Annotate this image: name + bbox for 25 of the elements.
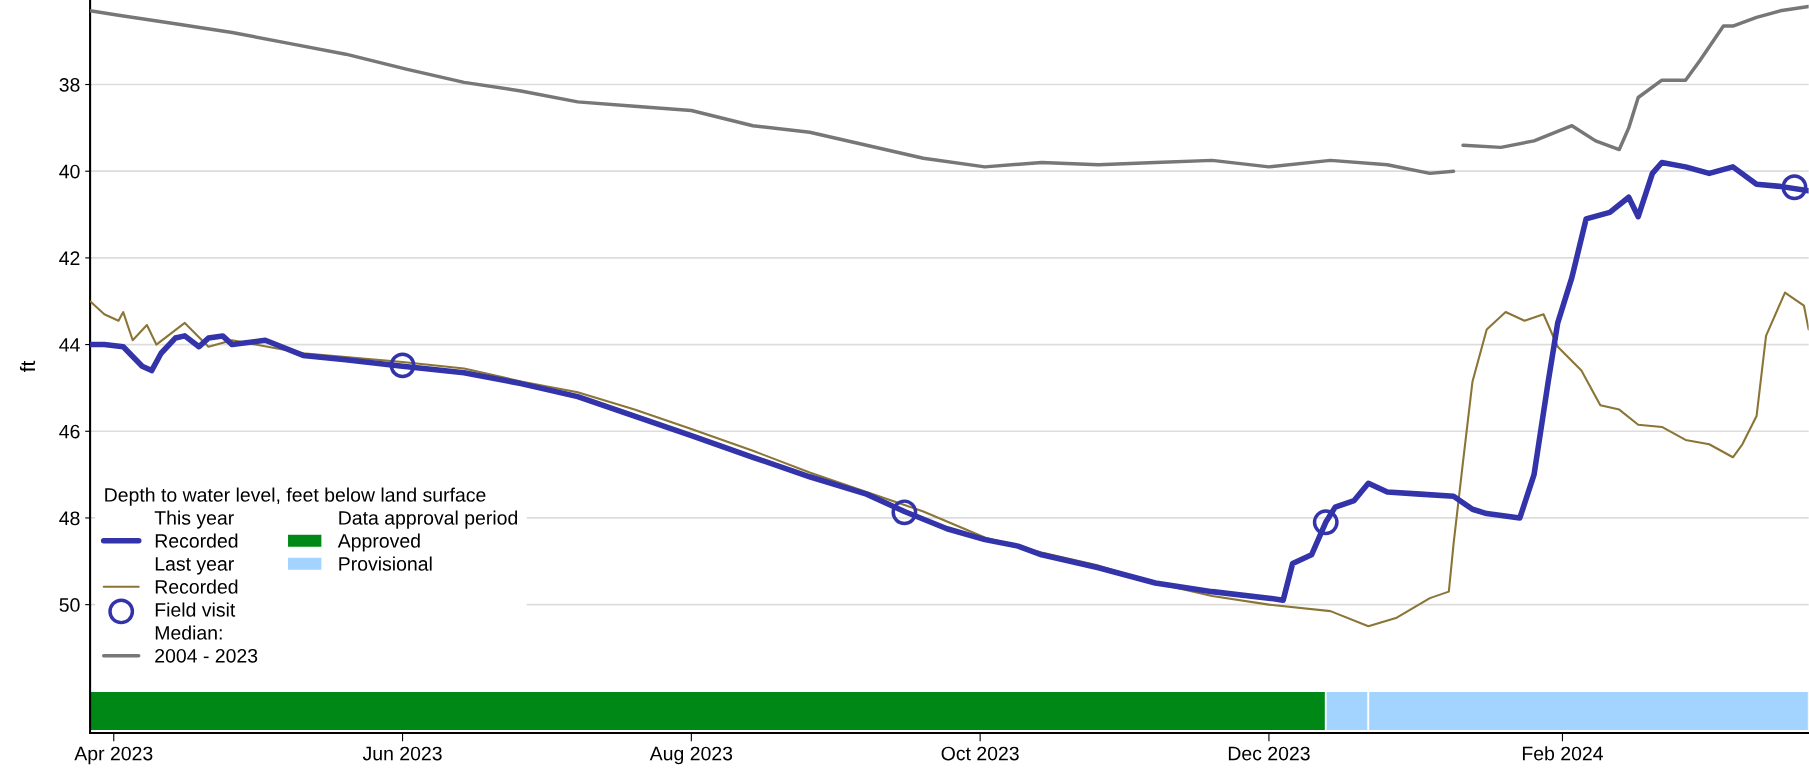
y-tick-label: 50 (59, 598, 80, 612)
x-tick-label: Aug 2023 (649, 746, 733, 765)
x-tick-label: Dec 2023 (1228, 746, 1310, 761)
y-tick-label: 46 (59, 424, 80, 439)
x-tick-label: Feb 2024 (1522, 746, 1603, 761)
annotation: Data approval period (339, 510, 518, 529)
y-axis-title: ft (19, 360, 36, 372)
y-tick-label: 38 (59, 77, 80, 92)
y-tick-label: 48 (59, 511, 80, 526)
legend-title: Depth to water level, feet below land surface (105, 487, 486, 506)
y-tick-label: 44 (59, 338, 80, 352)
x-tick-label: Jun 2023 (362, 746, 442, 761)
legend-label: Field visit (155, 602, 236, 617)
annotation: This year (154, 510, 234, 529)
legend-label: Approved (337, 533, 420, 552)
legend-label: 2004 - 2023 (155, 648, 258, 663)
x-tick-label: Oct 2023 (941, 746, 1019, 761)
y-tick-label: 40 (59, 164, 80, 179)
legend-label: Provisional (339, 556, 432, 571)
legend-label: Recorded (155, 533, 238, 548)
y-tick-label: 42 (59, 251, 80, 265)
legend-label: Recorded (155, 579, 238, 594)
x-tick-label: Apr 2023 (74, 746, 153, 765)
annotation: Last year (155, 557, 234, 575)
annotation: Median: (155, 625, 222, 640)
